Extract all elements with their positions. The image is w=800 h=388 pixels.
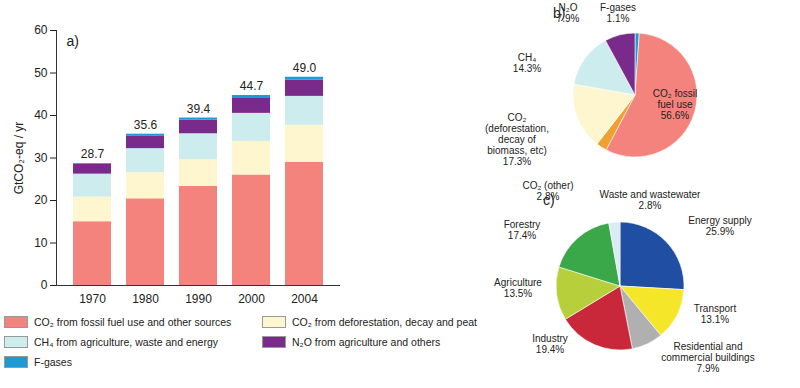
svg-text:F-gases1.1%: F-gases1.1% — [600, 2, 636, 24]
svg-text:0: 0 — [41, 278, 48, 292]
svg-text:CO₂ fossilfuel use56.6%: CO₂ fossilfuel use56.6% — [653, 88, 697, 121]
svg-text:Transport13.1%: Transport13.1% — [694, 303, 737, 325]
svg-text:30: 30 — [34, 151, 48, 165]
svg-text:CH₄14.3%: CH₄14.3% — [513, 52, 541, 74]
svg-text:CO₂(deforestation,decay ofbiom: CO₂(deforestation,decay ofbiomass, etc)1… — [485, 112, 549, 167]
svg-text:1990: 1990 — [185, 292, 212, 306]
svg-text:39.4: 39.4 — [187, 102, 211, 116]
svg-text:Agriculture13.5%: Agriculture13.5% — [494, 277, 542, 299]
svg-text:2000: 2000 — [238, 292, 265, 306]
svg-text:40: 40 — [34, 108, 48, 122]
svg-text:1970: 1970 — [79, 292, 106, 306]
svg-text:Forestry17.4%: Forestry17.4% — [504, 219, 541, 241]
svg-text:50: 50 — [34, 66, 48, 80]
svg-text:49.0: 49.0 — [293, 61, 317, 75]
svg-text:44.7: 44.7 — [240, 79, 264, 93]
svg-text:a): a) — [67, 33, 79, 49]
svg-text:35.6: 35.6 — [134, 118, 158, 132]
svg-text:c): c) — [543, 192, 555, 208]
svg-text:10: 10 — [34, 236, 48, 250]
svg-text:Waste and wastewater2.8%: Waste and wastewater2.8% — [600, 189, 701, 211]
svg-text:20: 20 — [34, 193, 48, 207]
svg-text:60: 60 — [34, 23, 48, 37]
svg-text:b): b) — [553, 5, 565, 21]
svg-text:1980: 1980 — [132, 292, 159, 306]
svg-text:Energy supply25.9%: Energy supply25.9% — [688, 215, 751, 237]
svg-text:28.7: 28.7 — [81, 147, 105, 161]
svg-text:Industry19.4%: Industry19.4% — [532, 333, 568, 355]
svg-text:Residential andcommercial buil: Residential andcommercial buildings7.9% — [661, 341, 754, 374]
svg-text:2004: 2004 — [291, 292, 318, 306]
svg-text:GtCO₂-eq / yr: GtCO₂-eq / yr — [12, 122, 26, 195]
